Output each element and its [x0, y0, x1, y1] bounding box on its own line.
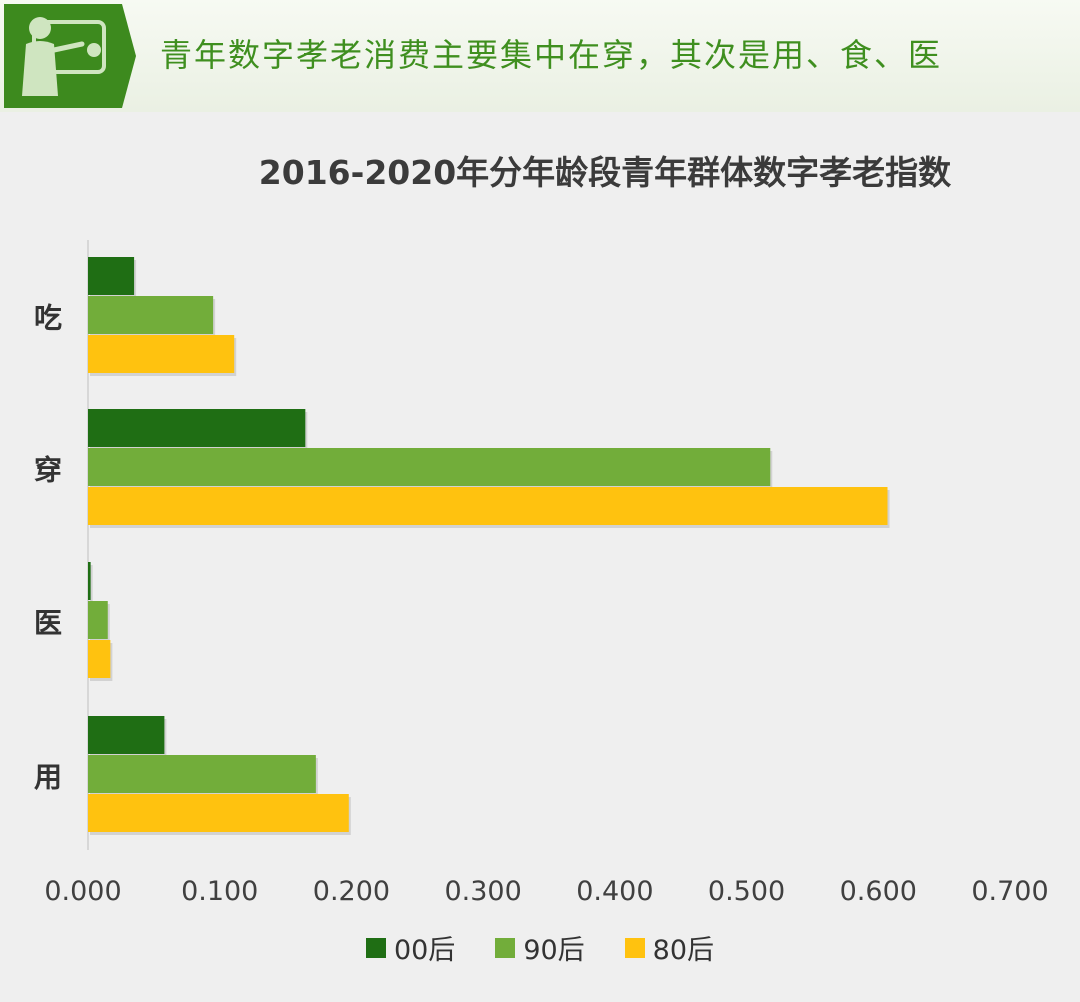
banner-title: 青年数字孝老消费主要集中在穿，其次是用、食、医 — [160, 36, 943, 74]
legend-label-00: 00后 — [393, 935, 456, 966]
x-tick-label: 0.600 — [840, 876, 917, 907]
bar-80后-穿 — [88, 487, 888, 525]
x-tick-label: 0.300 — [444, 876, 521, 907]
category-label-用: 用 — [34, 761, 62, 794]
bar-90后-吃 — [88, 296, 214, 334]
bar-00后-吃 — [88, 257, 135, 295]
bar-80后-医 — [88, 640, 111, 678]
legend-label-80: 80后 — [652, 935, 715, 966]
x-tick-label: 0.700 — [971, 876, 1048, 907]
bar-00后-穿 — [88, 409, 306, 447]
chart-legend: 00后 90后 80后 — [0, 928, 1080, 967]
legend-label-90: 90后 — [523, 935, 585, 966]
x-tick-label: 0.100 — [181, 876, 258, 907]
bar-shadow — [90, 565, 93, 603]
legend-swatch-90 — [495, 937, 516, 958]
bar-90后-医 — [88, 601, 108, 639]
legend-item-90: 90后 — [495, 928, 585, 967]
bar-90后-用 — [88, 755, 316, 793]
category-label-穿: 穿 — [34, 454, 62, 487]
person-presenting-board-icon — [4, 4, 136, 108]
bar-00后-医 — [88, 562, 91, 600]
x-tick-label: 0.500 — [708, 876, 785, 907]
legend-swatch-80 — [624, 937, 645, 958]
bar-80后-吃 — [88, 335, 235, 373]
bar-90后-穿 — [88, 448, 771, 486]
x-tick-label: 0.000 — [44, 876, 121, 907]
bar-80后-用 — [88, 794, 349, 832]
bar-00后-用 — [88, 716, 165, 754]
category-label-医: 医 — [34, 607, 62, 640]
legend-item-80: 80后 — [624, 928, 715, 967]
legend-item-00: 00后 — [365, 928, 456, 967]
category-label-吃: 吃 — [34, 302, 62, 335]
x-tick-label: 0.200 — [313, 876, 390, 907]
header-banner: 青年数字孝老消费主要集中在穿，其次是用、食、医 — [0, 0, 1080, 112]
x-tick-label: 0.400 — [576, 876, 653, 907]
chart-title: 2016-2020年分年龄段青年群体数字孝老指数 — [258, 153, 952, 192]
legend-swatch-00 — [365, 937, 386, 958]
